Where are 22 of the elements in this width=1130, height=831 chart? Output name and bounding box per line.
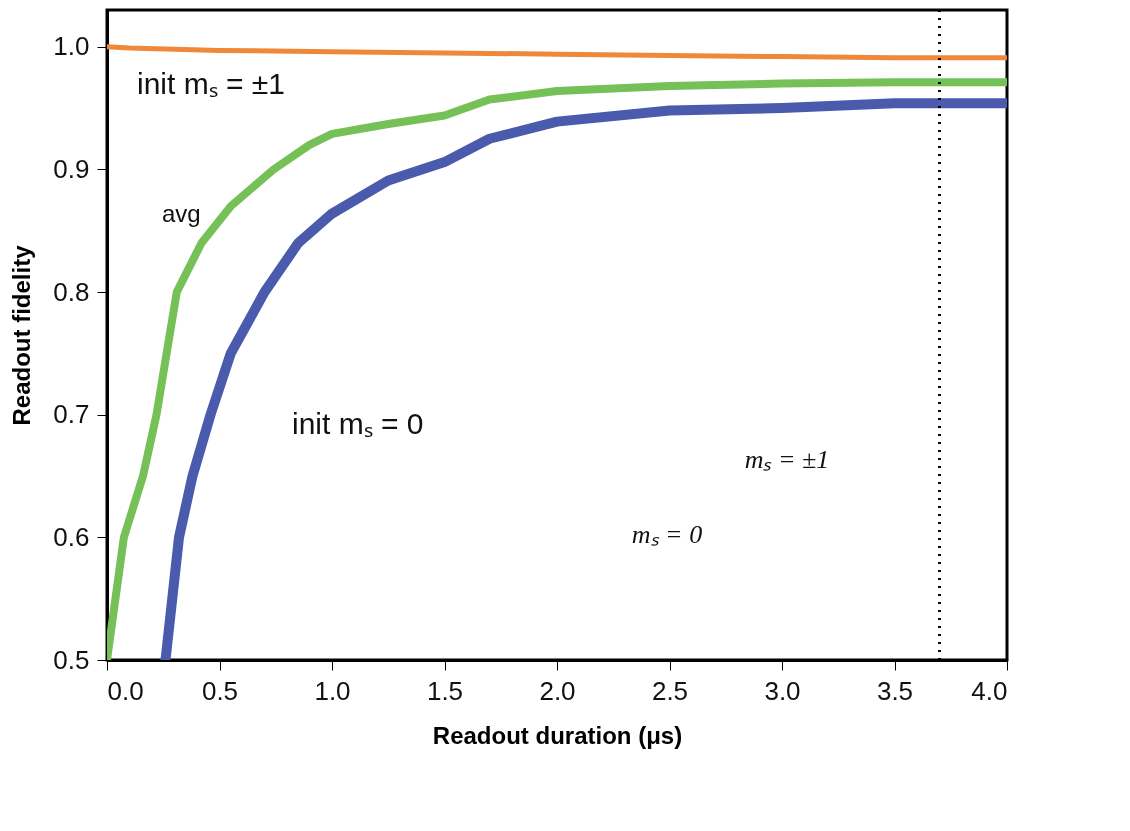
- x-tick-label: 1.5: [426, 675, 464, 706]
- x-tick-label: 4.0: [971, 675, 1008, 706]
- x-tick-label: 3.0: [764, 675, 801, 706]
- y-tick-label: 0.9: [53, 153, 90, 184]
- x-tick-label: 1.0: [314, 675, 351, 706]
- series-label: avg: [162, 200, 201, 227]
- x-tick-label: 2.0: [539, 675, 576, 706]
- y-tick-label: 0.6: [53, 521, 90, 552]
- series-label: init mₛ = ±1: [137, 67, 286, 100]
- annotation: mₛ = 0: [631, 520, 703, 549]
- y-tick-label: 1.0: [53, 31, 90, 62]
- x-tick-label: 0.0: [107, 675, 144, 706]
- y-tick-label: 0.8: [53, 276, 90, 307]
- y-axis-title: Readout fidelity: [8, 244, 36, 426]
- x-axis-title: Readout duration (μs): [432, 721, 683, 749]
- x-tick-label: 0.5: [201, 675, 239, 706]
- annotation: mₛ = ±1: [744, 445, 830, 474]
- y-tick-label: 0.7: [53, 399, 90, 430]
- x-tick-label: 3.5: [876, 675, 914, 706]
- x-tick-label: 2.5: [651, 675, 689, 706]
- text: init mₛ = 0: [292, 407, 424, 440]
- y-tick-label: 0.5: [53, 644, 90, 675]
